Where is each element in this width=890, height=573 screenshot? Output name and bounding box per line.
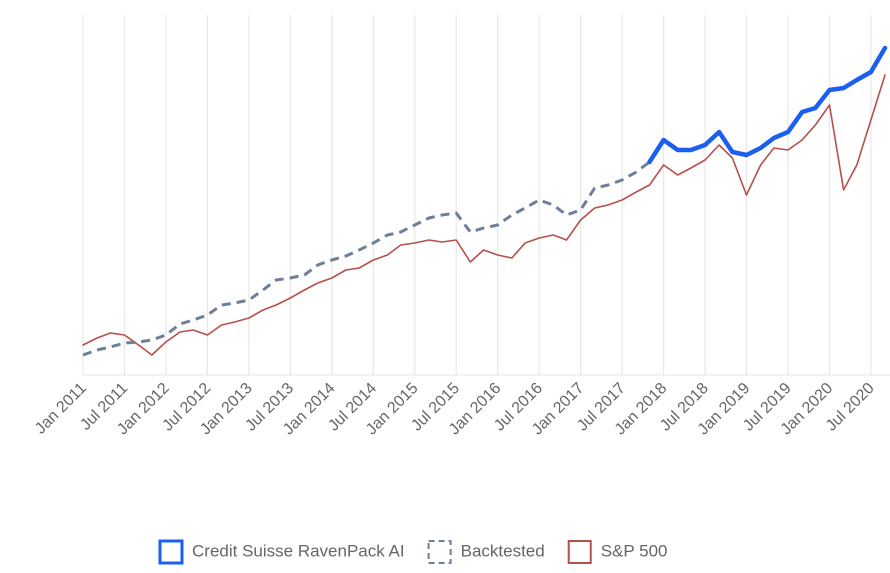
lines [82,45,888,357]
legend-label: S&P 500 [601,541,668,560]
legend-swatch [567,540,592,564]
legend-label: Backtested [461,541,545,560]
grid [82,15,872,375]
series-line [82,74,886,356]
series-line [82,160,651,357]
legend-label: Credit Suisse RavenPack AI [192,541,405,560]
legend-swatch [158,539,184,565]
legend-swatch [427,540,452,564]
legend: Credit Suisse RavenPack AI Backtested S&P … [158,539,668,565]
x-tick-label: Jan 2011 [32,380,90,438]
series-line [647,45,888,165]
